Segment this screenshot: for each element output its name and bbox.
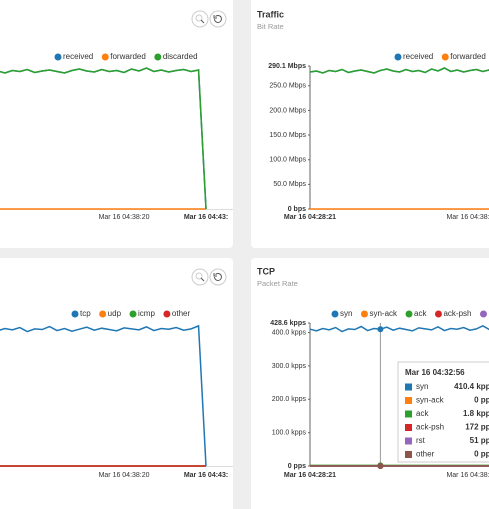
tooltip-swatch xyxy=(405,383,412,391)
tooltip-value: 172 pps xyxy=(465,423,489,432)
legend-marker xyxy=(99,310,107,318)
refresh-button[interactable] xyxy=(209,10,227,28)
legend-marker xyxy=(331,310,339,318)
legend-label: received xyxy=(403,52,433,61)
legend-label: tcp xyxy=(80,309,91,318)
panel xyxy=(0,0,233,248)
panel-subtitle: Packet Rate xyxy=(257,279,298,288)
legend-label: ack xyxy=(414,309,427,318)
series-line xyxy=(309,325,489,333)
y-tick-label: 290.1 Mbps xyxy=(268,63,306,70)
x-tick-label: Mar 16 04:38:20 xyxy=(99,214,150,221)
tooltip-swatch xyxy=(405,410,412,418)
tooltip-value: 0 pps xyxy=(474,450,489,459)
panel-title: Traffic xyxy=(257,9,284,19)
tooltip-value: 51 pps xyxy=(470,436,489,445)
legend-label: forwarded xyxy=(110,52,146,61)
tooltip-name: rst xyxy=(416,436,426,445)
legend-marker xyxy=(434,310,442,318)
legend-label: syn xyxy=(340,309,352,318)
panel-subtitle: Bit Rate xyxy=(257,22,284,31)
tooltip-name: ack xyxy=(416,409,429,418)
legend-label: udp xyxy=(108,309,122,318)
tooltip-name: syn xyxy=(416,382,428,391)
zoom-button[interactable] xyxy=(191,10,209,28)
chart: TCP Packet Rate syn syn-ack ack ack-psh rst oth… xyxy=(257,266,489,479)
y-tick-label: 50.0 Mbps xyxy=(273,181,306,188)
legend-marker xyxy=(154,53,162,61)
x-tick-label: Mar 16 04:28:21 xyxy=(284,214,336,221)
legend-label: icmp xyxy=(138,309,155,318)
y-tick-label: 0 bps xyxy=(288,206,306,213)
y-tick-label: 300.0 kpps xyxy=(272,363,307,370)
legend-marker xyxy=(129,310,137,318)
legend-label: received xyxy=(63,52,93,61)
tooltip-swatch xyxy=(405,397,412,404)
x-tick-label: Mar 16 04:38:20 xyxy=(99,472,150,479)
legend-marker xyxy=(394,53,402,61)
y-tick-label: 428.6 kpps xyxy=(270,320,306,327)
x-tick-label: Mar 16 04:28:21 xyxy=(284,472,336,479)
zoom-button[interactable] xyxy=(191,268,209,286)
y-tick-label: 100.0 Mbps xyxy=(269,157,306,164)
series-line xyxy=(309,67,489,74)
chart: received forwarded discarded Mar 16 04:38:2… xyxy=(0,52,233,221)
legend-label: other xyxy=(172,309,191,318)
tooltip-value: 1.8 kpps xyxy=(463,409,489,418)
legend-marker xyxy=(101,53,109,61)
tooltip-value: 0 pps xyxy=(474,396,489,405)
legend-label: syn-ack xyxy=(369,309,398,318)
hover-point xyxy=(377,463,384,469)
y-tick-label: 150.0 Mbps xyxy=(269,132,306,139)
legend-marker xyxy=(71,310,79,318)
legend-label: ack-psh xyxy=(443,309,471,318)
series-line xyxy=(0,324,207,467)
legend-marker xyxy=(405,310,413,318)
legend-marker xyxy=(441,53,449,61)
tooltip-swatch xyxy=(405,451,412,458)
legend-marker xyxy=(54,53,62,61)
legend-marker xyxy=(479,310,487,318)
panel-title: TCP xyxy=(257,266,275,276)
legend-label: forwarded xyxy=(450,52,486,61)
y-tick-label: 100.0 kpps xyxy=(272,429,307,436)
tooltip xyxy=(397,361,489,463)
tooltip-title: Mar 16 04:32:56 xyxy=(405,368,465,377)
tooltip-name: ack-psh xyxy=(416,423,444,432)
y-tick-label: 250.0 Mbps xyxy=(269,83,306,90)
x-tick-label: Mar 16 04:43: xyxy=(184,214,228,221)
panel xyxy=(251,0,489,248)
y-tick-label: 0 pps xyxy=(288,463,306,470)
x-tick-label: Mar 16 04:38:2 xyxy=(446,214,489,221)
x-tick-label: Mar 16 04:38:2 xyxy=(446,472,489,479)
y-tick-label: 200.0 Mbps xyxy=(269,107,306,114)
y-tick-label: 400.0 kpps xyxy=(272,329,307,336)
legend-marker xyxy=(360,310,368,318)
x-tick-label: Mar 16 04:43: xyxy=(184,472,228,479)
tooltip-swatch xyxy=(405,424,412,431)
hover-point xyxy=(377,326,384,333)
legend-marker xyxy=(163,310,171,318)
chart: tcp udp icmp other Mar 16 04:38:20 Mar 16 04:… xyxy=(0,309,233,479)
tooltip-name: other xyxy=(416,450,435,459)
tooltip-name: syn-ack xyxy=(416,396,445,405)
y-tick-label: 200.0 kpps xyxy=(272,396,307,403)
tooltip-swatch xyxy=(405,437,412,445)
legend-label: discarded xyxy=(163,52,198,61)
tooltip-value: 410.4 kpps xyxy=(454,382,489,391)
series-line xyxy=(0,67,207,210)
panel xyxy=(0,258,233,509)
refresh-button[interactable] xyxy=(209,268,227,286)
